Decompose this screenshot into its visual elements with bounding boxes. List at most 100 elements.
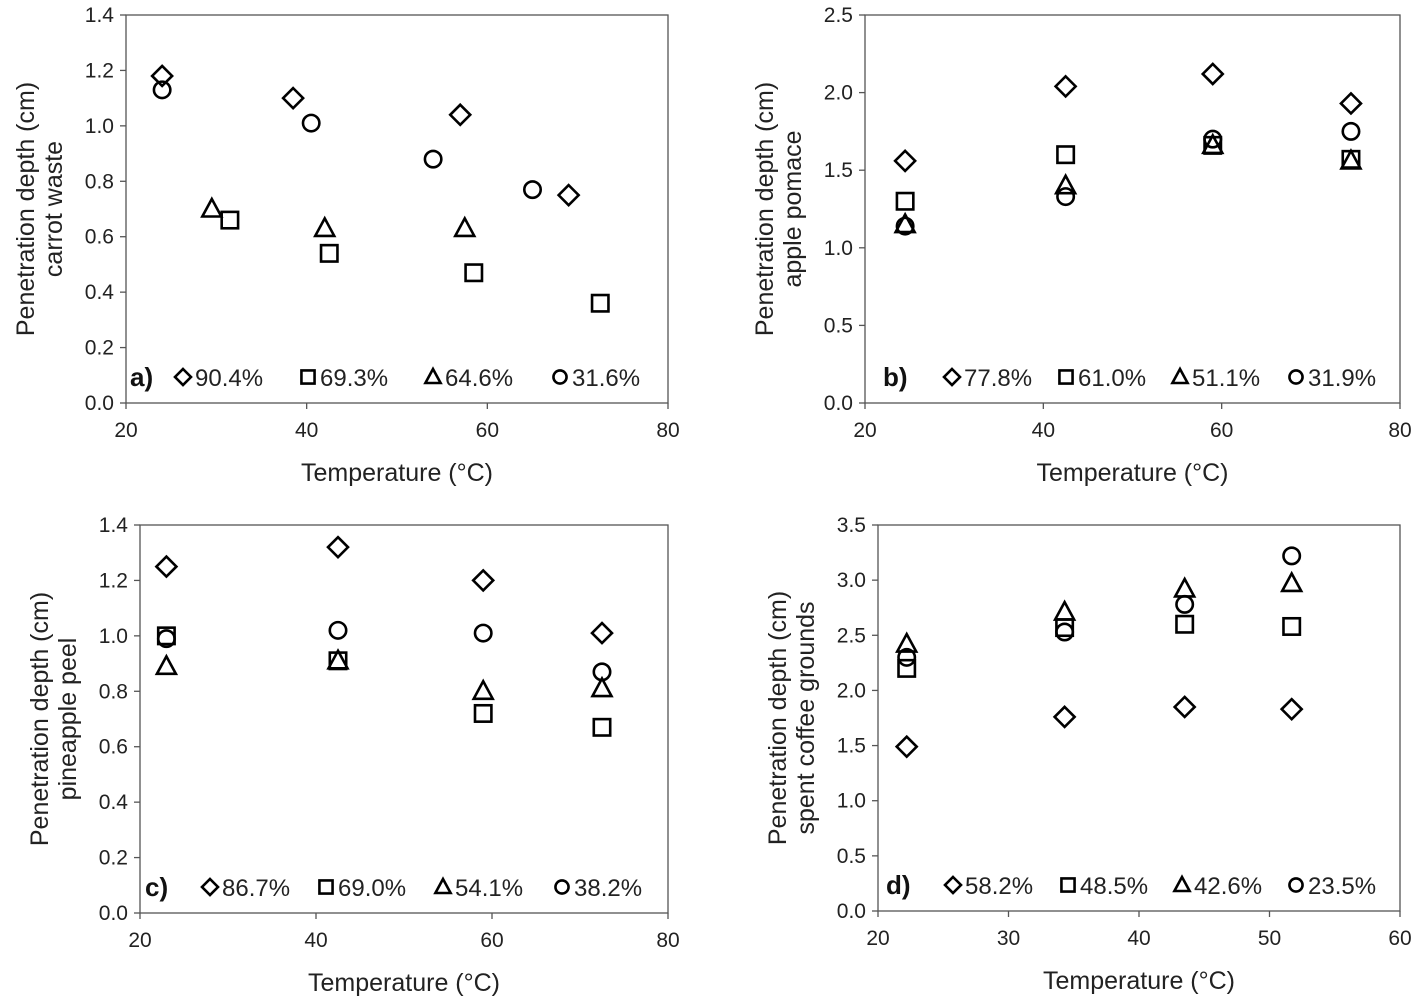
y-tick-label: 0.6 — [99, 736, 128, 759]
y-tick-label: 0.4 — [85, 281, 115, 304]
legend-marker-circle — [554, 879, 570, 895]
data-point-triangle — [313, 215, 337, 238]
data-point-circle — [897, 647, 917, 667]
legend-marker-triangle — [1172, 874, 1192, 893]
legend-marker-triangle — [423, 366, 443, 385]
legend-marker-square — [318, 879, 334, 895]
legend-label: 31.9% — [1308, 365, 1376, 392]
y-tick-label: 0.2 — [99, 847, 128, 870]
y-tick-label: 0.6 — [85, 226, 114, 249]
x-tick-label: 60 — [1388, 927, 1411, 950]
y-tick-label: 1.5 — [837, 735, 866, 758]
x-tick-label: 60 — [480, 929, 503, 952]
panel-label: c) — [145, 872, 168, 902]
data-point-triangle — [326, 648, 350, 670]
legend-label: 61.0% — [1078, 365, 1146, 392]
legend-label: 64.6% — [445, 365, 513, 392]
plot-frame — [125, 14, 669, 404]
data-point-triangle — [200, 196, 224, 218]
chart-panel-a: 0.0 0.2 0.4 0.6 0.8 1.0 1.2 1.4 20 40 60 80 Temperat… — [12, 4, 680, 487]
y-tick-label: 3.5 — [837, 514, 866, 537]
plot-frame — [877, 524, 1401, 912]
x-tick-label: 80 — [1388, 419, 1411, 442]
x-tick-label: 20 — [853, 419, 876, 442]
data-point-triangle — [471, 678, 495, 701]
y-axis-subtitle: apple pomace — [779, 130, 807, 287]
data-point-triangle — [893, 211, 917, 234]
legend-label: 69.3% — [320, 365, 388, 392]
data-point-diamond — [590, 621, 614, 645]
data-point-diamond — [1339, 91, 1363, 116]
legend-label: 69.0% — [338, 875, 406, 902]
data-point-square — [897, 658, 917, 678]
data-point-circle — [1282, 546, 1302, 566]
y-axis-subtitle: spent coffee grounds — [792, 601, 820, 834]
data-point-square — [1056, 145, 1076, 165]
x-tick-label: 20 — [866, 927, 889, 950]
y-tick-label: 2.0 — [824, 82, 853, 105]
x-tick-label: 80 — [656, 929, 679, 952]
plot-frame — [864, 14, 1401, 404]
data-point-circle — [423, 149, 443, 169]
data-point-diamond — [1279, 697, 1304, 722]
y-tick-label: 1.0 — [99, 625, 128, 648]
data-point-circle — [152, 80, 172, 100]
legend-label: 23.5% — [1308, 873, 1376, 900]
y-axis-title: Penetration depth (cm) — [751, 82, 779, 336]
data-point-circle — [301, 113, 321, 133]
x-tick-label: 30 — [997, 927, 1020, 950]
y-axis-title: Penetration depth (cm) — [12, 82, 40, 336]
x-tick-label: 80 — [656, 419, 679, 442]
legend-label: 48.5% — [1080, 873, 1148, 900]
data-point-square — [592, 717, 612, 737]
data-point-triangle — [1053, 172, 1078, 195]
legend-marker-triangle — [433, 876, 453, 895]
y-tick-label: 0.8 — [99, 680, 128, 703]
data-point-diamond — [894, 734, 919, 759]
data-point-square — [473, 703, 493, 723]
data-point-diamond — [1200, 62, 1225, 86]
legend-marker-triangle — [1170, 366, 1190, 385]
data-point-circle — [895, 216, 915, 236]
plot-frame — [139, 524, 669, 914]
y-axis-title: Penetration depth (cm) — [764, 591, 792, 845]
y-tick-label: 0.0 — [837, 900, 866, 923]
data-point-square — [319, 243, 339, 263]
x-tick-label: 60 — [1210, 419, 1233, 442]
data-point-circle — [1341, 121, 1361, 141]
x-tick-label: 40 — [1127, 927, 1150, 950]
x-tick-label: 20 — [128, 929, 151, 952]
data-point-diamond — [556, 183, 581, 207]
legend-marker-diamond — [200, 877, 220, 897]
y-axis-title: Penetration depth (cm) — [26, 592, 54, 846]
y-tick-label: 1.4 — [85, 4, 115, 27]
y-tick-label: 2.0 — [837, 679, 866, 702]
x-axis-title: Temperature (°C) — [1043, 967, 1235, 995]
data-point-circle — [328, 620, 348, 640]
data-point-triangle — [590, 675, 614, 698]
data-point-circle — [1056, 187, 1076, 207]
x-tick-label: 50 — [1258, 927, 1281, 950]
legend-label: 38.2% — [574, 875, 642, 902]
data-point-circle — [522, 180, 542, 200]
data-point-triangle — [154, 653, 179, 676]
data-point-triangle — [1280, 570, 1304, 593]
chart-panel-c: 0.0 0.2 0.4 0.6 0.8 1.0 1.2 1.4 20 40 60 80 Temperat… — [26, 514, 680, 997]
data-point-circle — [1175, 594, 1195, 614]
data-point-diamond — [281, 86, 305, 110]
legend-label: 77.8% — [964, 365, 1032, 392]
y-axis-subtitle: carrot waste — [40, 141, 68, 277]
y-tick-label: 0.2 — [85, 337, 114, 360]
data-point-triangle — [1201, 132, 1225, 155]
y-tick-label: 3.0 — [837, 569, 866, 592]
legend-marker-circle — [1288, 369, 1304, 385]
data-point-square — [895, 191, 915, 211]
data-point-square — [220, 210, 240, 230]
y-tick-label: 0.8 — [85, 170, 114, 193]
data-point-diamond — [150, 64, 174, 88]
y-tick-label: 2.5 — [824, 4, 853, 27]
legend-label: 86.7% — [222, 875, 290, 902]
data-point-circle — [156, 629, 176, 649]
y-tick-label: 1.5 — [824, 159, 853, 182]
